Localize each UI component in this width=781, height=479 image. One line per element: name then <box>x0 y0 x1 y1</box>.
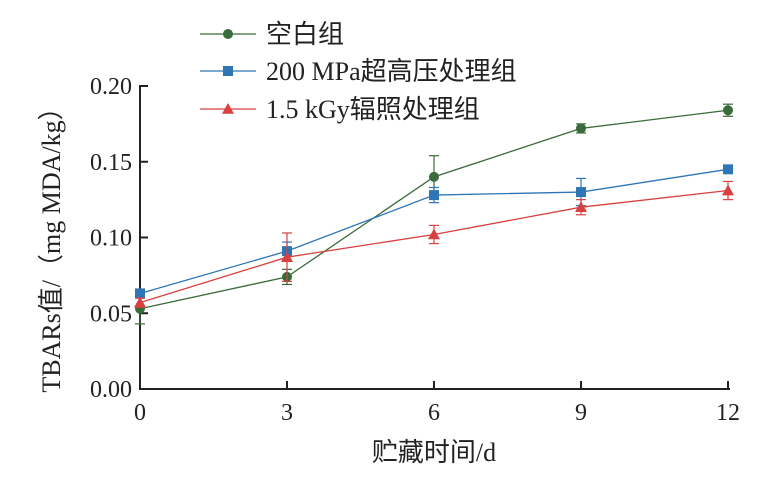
data-point <box>723 164 733 175</box>
legend-label: 1.5 kGy辐照处理组 <box>266 95 480 124</box>
legend: 空白组 200 MPa超高压处理组 1.5 kGy辐照处理组 <box>200 20 517 124</box>
legend-item-1: 空白组 <box>200 20 344 49</box>
legend-marker <box>223 66 233 76</box>
series-3 <box>134 180 734 308</box>
legend-marker <box>223 29 233 39</box>
axes: 0 3 6 9 12 0.00 0.05 0.10 0.15 0.20 贮藏时间/d TBARs… <box>37 74 740 467</box>
data-point <box>576 123 586 134</box>
series-line <box>139 109 729 310</box>
data-point <box>722 184 734 196</box>
legend-label: 200 MPa超高压处理组 <box>266 57 517 86</box>
legend-item-3: 1.5 kGy辐照处理组 <box>200 95 480 124</box>
series-line <box>139 189 729 304</box>
x-ticks: 0 3 6 9 12 <box>134 381 740 426</box>
x-axis-label: 贮藏时间/d <box>372 438 496 467</box>
plot-area <box>134 103 734 325</box>
x-tick-label: 0 <box>134 400 146 426</box>
data-point <box>575 201 587 212</box>
y-tick-label: 0.15 <box>90 150 132 176</box>
y-axis-label: TBARs值/（mg MDA/kg） <box>37 94 66 392</box>
legend-marker <box>222 103 234 114</box>
y-tick-label: 0.00 <box>90 377 132 403</box>
data-point <box>428 228 440 240</box>
x-tick-label: 3 <box>281 400 293 426</box>
series-1 <box>135 103 733 325</box>
legend-item-2: 200 MPa超高压处理组 <box>200 57 517 86</box>
data-point <box>134 296 146 308</box>
data-point <box>281 251 293 262</box>
x-tick-label: 6 <box>428 400 440 426</box>
y-tick-label: 0.10 <box>90 226 132 252</box>
y-tick-label: 0.05 <box>90 301 132 327</box>
y-tick-label: 0.20 <box>90 74 132 100</box>
y-ticks: 0.00 0.05 0.10 0.15 0.20 <box>90 74 148 403</box>
x-tick-label: 9 <box>575 400 587 426</box>
data-point <box>135 288 145 299</box>
x-tick-label: 12 <box>716 400 740 426</box>
legend-label: 空白组 <box>266 20 344 49</box>
data-point <box>429 190 439 201</box>
data-point <box>723 105 733 116</box>
data-point <box>429 171 439 182</box>
data-point <box>576 187 586 198</box>
